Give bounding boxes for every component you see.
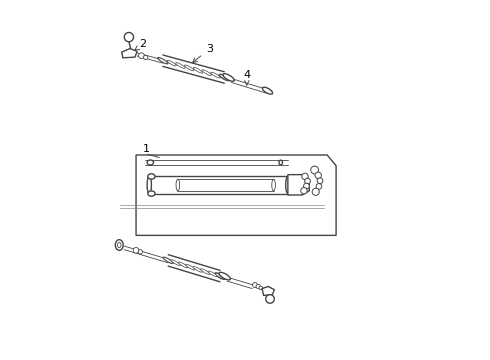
Circle shape bbox=[305, 178, 310, 184]
Ellipse shape bbox=[176, 179, 180, 191]
Ellipse shape bbox=[208, 271, 217, 277]
Circle shape bbox=[124, 32, 134, 42]
Circle shape bbox=[266, 295, 274, 303]
Ellipse shape bbox=[220, 75, 229, 80]
Polygon shape bbox=[122, 49, 137, 58]
Circle shape bbox=[138, 249, 143, 254]
Ellipse shape bbox=[147, 160, 153, 165]
Ellipse shape bbox=[147, 176, 151, 194]
Circle shape bbox=[144, 55, 148, 60]
Ellipse shape bbox=[219, 74, 229, 81]
Circle shape bbox=[304, 183, 309, 189]
Ellipse shape bbox=[118, 243, 121, 248]
Ellipse shape bbox=[193, 67, 203, 73]
Ellipse shape bbox=[158, 58, 168, 64]
Circle shape bbox=[139, 53, 144, 59]
Circle shape bbox=[256, 284, 260, 289]
Ellipse shape bbox=[202, 70, 211, 76]
Ellipse shape bbox=[272, 179, 275, 191]
Ellipse shape bbox=[158, 58, 168, 64]
Ellipse shape bbox=[115, 240, 123, 250]
Polygon shape bbox=[262, 287, 274, 296]
Ellipse shape bbox=[185, 65, 194, 71]
Circle shape bbox=[317, 178, 323, 184]
Circle shape bbox=[133, 248, 139, 253]
Circle shape bbox=[302, 173, 308, 180]
Text: 2: 2 bbox=[134, 39, 147, 50]
Circle shape bbox=[252, 283, 258, 288]
Ellipse shape bbox=[167, 60, 176, 66]
Ellipse shape bbox=[263, 87, 272, 94]
Text: 1: 1 bbox=[143, 144, 150, 154]
Ellipse shape bbox=[164, 257, 173, 263]
Circle shape bbox=[312, 188, 319, 195]
Ellipse shape bbox=[211, 72, 220, 78]
Ellipse shape bbox=[200, 269, 210, 274]
Ellipse shape bbox=[223, 74, 234, 81]
Circle shape bbox=[316, 184, 322, 189]
Ellipse shape bbox=[279, 160, 283, 165]
Circle shape bbox=[311, 166, 319, 174]
Ellipse shape bbox=[215, 273, 225, 279]
Ellipse shape bbox=[178, 262, 188, 268]
Polygon shape bbox=[288, 175, 309, 195]
Ellipse shape bbox=[193, 266, 202, 272]
Ellipse shape bbox=[215, 273, 225, 279]
Ellipse shape bbox=[171, 260, 180, 266]
Text: 4: 4 bbox=[243, 70, 250, 86]
Text: 3: 3 bbox=[193, 44, 213, 63]
Ellipse shape bbox=[148, 191, 155, 196]
Ellipse shape bbox=[176, 63, 185, 68]
Circle shape bbox=[315, 172, 321, 179]
Ellipse shape bbox=[186, 264, 195, 270]
Circle shape bbox=[259, 286, 263, 290]
Circle shape bbox=[301, 188, 307, 194]
Ellipse shape bbox=[219, 272, 230, 280]
Ellipse shape bbox=[163, 257, 173, 264]
Ellipse shape bbox=[148, 174, 155, 179]
Ellipse shape bbox=[286, 176, 290, 194]
